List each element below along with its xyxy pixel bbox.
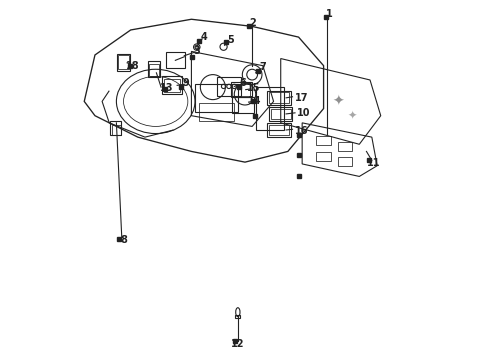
Text: 7: 7 [260, 62, 266, 72]
Text: 8: 8 [120, 235, 127, 245]
Text: 4: 4 [200, 32, 207, 42]
Text: ✦: ✦ [347, 111, 357, 121]
Text: 1: 1 [325, 9, 332, 19]
Text: 6: 6 [240, 78, 246, 88]
Text: 5: 5 [227, 35, 234, 45]
Text: 2: 2 [249, 18, 255, 28]
Text: 9: 9 [183, 78, 190, 88]
Text: 3: 3 [194, 46, 200, 56]
Text: 15: 15 [247, 83, 260, 93]
Text: 17: 17 [294, 93, 308, 103]
Text: ✦: ✦ [332, 94, 343, 108]
Text: 16: 16 [294, 126, 308, 136]
Text: 11: 11 [367, 158, 380, 168]
Text: 10: 10 [297, 108, 311, 118]
Text: 18: 18 [126, 61, 140, 71]
Text: 13: 13 [160, 83, 173, 93]
Text: 14: 14 [248, 96, 262, 106]
Text: 12: 12 [231, 339, 245, 349]
